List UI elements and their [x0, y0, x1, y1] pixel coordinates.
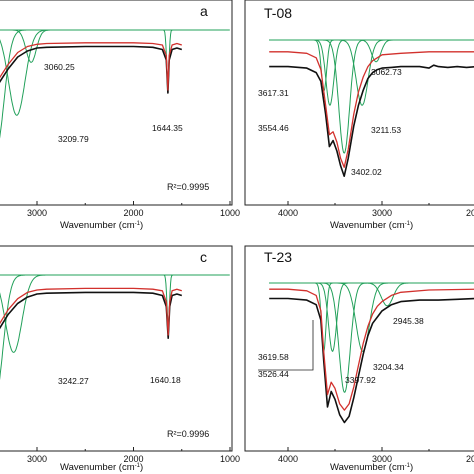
peak-label-3: 1644.35 — [152, 123, 183, 133]
panel-t23-label: T-23 — [264, 249, 292, 265]
fitted-curve — [269, 51, 474, 168]
x-tick-label: 2000 — [123, 454, 143, 464]
plot-frame — [0, 0, 233, 206]
panel-t08-label: T-08 — [264, 5, 292, 21]
panel-curves — [0, 274, 230, 381]
peak-label-2: 3526.44 — [258, 369, 289, 379]
panel-c: c R²=0.9996 Wavenumber (cm-1) 3000 2000 10… — [0, 245, 240, 473]
peak-label-3: 3397.92 — [345, 375, 376, 385]
peak-label-2: 1640.18 — [150, 375, 181, 385]
x-tick-label: 4000 — [278, 454, 298, 464]
component-band-2 — [0, 274, 230, 353]
component-band-1 — [0, 29, 230, 139]
peak-label-2: 3554.46 — [258, 123, 289, 133]
x-tick-label: 2000 — [466, 454, 474, 464]
peak-label-1: 3209.79 — [58, 134, 89, 144]
fitted-curve — [0, 287, 183, 336]
x-tick-label: 4000 — [278, 208, 298, 218]
panel-t08-x-axis-label: Wavenumber (cm-1) — [330, 220, 413, 231]
component-band-5 — [269, 282, 474, 307]
measured-spectrum — [0, 291, 183, 339]
x-tick-label: 3000 — [372, 208, 392, 218]
plot-frame — [244, 0, 474, 206]
peak-label-5: 3062.73 — [371, 67, 402, 77]
plot-frame — [244, 245, 474, 452]
fitted-curve — [269, 288, 474, 411]
component-band-1 — [269, 39, 474, 92]
x-tick-label: 2000 — [123, 208, 143, 218]
x-tick-label: 3000 — [27, 454, 47, 464]
panel-a-label: a — [200, 3, 208, 19]
x-tick-label: 1000 — [220, 208, 240, 218]
panel-curves — [269, 282, 474, 424]
x-tick-label: 3000 — [27, 208, 47, 218]
peak-label-1: 3617.31 — [258, 88, 289, 98]
panel-a-r2-label: R²=0.9995 — [167, 182, 209, 192]
component-band-4 — [0, 29, 230, 82]
panel-c-label: c — [200, 249, 207, 265]
panel-curves — [0, 29, 230, 139]
measured-spectrum — [269, 64, 474, 177]
panel-a-x-axis-label: Wavenumber (cm-1) — [60, 220, 143, 231]
panel-t23: T-23 Wavenumber (cm-1) 4000 3000 2000 3619.… — [244, 245, 474, 473]
x-tick-label: 2000 — [466, 208, 474, 218]
fitted-curve — [0, 42, 182, 91]
panel-c-r2-label: R²=0.9996 — [167, 429, 209, 439]
plot-frame — [0, 245, 233, 452]
x-tick-label: 3000 — [372, 454, 392, 464]
peak-label-4: 3211.53 — [371, 125, 401, 135]
panel-curves — [269, 39, 474, 177]
panel-t08: T-08 Wavenumber (cm-1) 4000 3000 2000 3617.… — [244, 0, 474, 231]
peak-label-3: 3402.02 — [351, 167, 382, 177]
peak-label-1: 3242.27 — [58, 376, 89, 386]
x-tick-label: 1000 — [220, 454, 240, 464]
panel-c-x-axis-label: Wavenumber (cm-1) — [60, 462, 143, 473]
peak-label-5: 2945.38 — [393, 316, 424, 326]
component-band-3 — [0, 274, 230, 325]
panel-a: a R²=0.9995 Wavenumber (cm-1) 3000 2000 10… — [0, 0, 240, 231]
peak-label-2: 3060.25 — [44, 62, 75, 72]
peak-label-1: 3619.58 — [258, 352, 289, 362]
peak-label-4: 3204.34 — [373, 362, 404, 372]
peak-leader-line — [258, 320, 314, 371]
component-band-5 — [269, 39, 474, 63]
panel-t23-x-axis-label: Wavenumber (cm-1) — [330, 462, 413, 473]
